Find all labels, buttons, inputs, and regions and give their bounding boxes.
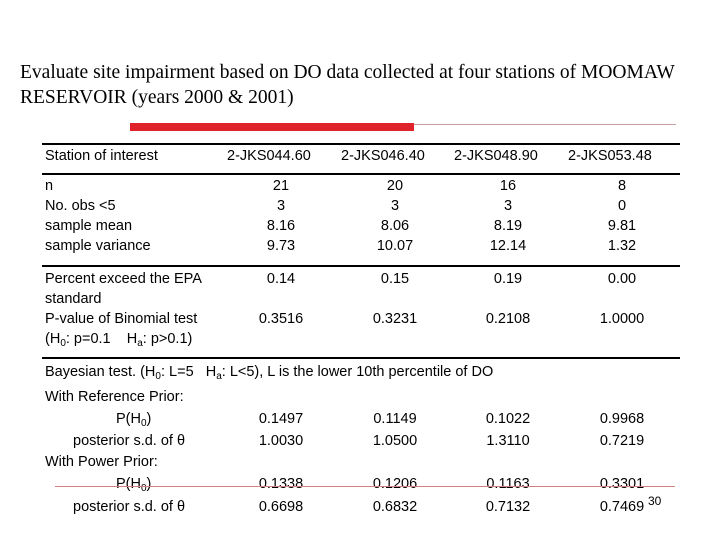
hypothesis-note: (H0: p=0.1 Ha: p>0.1) (45, 331, 193, 349)
page-number: 30 (648, 494, 662, 508)
cell: 0.3301 (599, 476, 645, 492)
cell: 0.1338 (258, 476, 304, 492)
cell: 0.00 (607, 271, 637, 287)
cell: 0.1022 (485, 411, 531, 427)
cell: 0.3231 (372, 311, 418, 327)
cell: 1.0500 (372, 433, 418, 449)
cell: 0 (617, 198, 627, 214)
row-label: sample variance (45, 238, 151, 254)
cell: 0.2108 (485, 311, 531, 327)
cell: 3 (503, 198, 513, 214)
station-header-4: 2-JKS053.48 (568, 148, 652, 164)
table-top-rule (42, 143, 680, 145)
cell: 12.14 (489, 238, 527, 254)
row-label-cont: standard (45, 291, 102, 307)
power-prior-label: With Power Prior: (45, 454, 158, 470)
row-label: No. obs <5 (45, 198, 116, 214)
header-rule (42, 173, 680, 175)
footer-line (55, 486, 675, 487)
cell: 0.7132 (485, 499, 531, 515)
cell: 0.3516 (258, 311, 304, 327)
cell: 0.9968 (599, 411, 645, 427)
cell: 0.6698 (258, 499, 304, 515)
accent-bar (130, 123, 414, 131)
cell: 0.7219 (599, 433, 645, 449)
station-header-3: 2-JKS048.90 (454, 148, 538, 164)
header-label: Station of interest (45, 148, 158, 164)
cell: 10.07 (376, 238, 414, 254)
cell: 0.14 (266, 271, 296, 287)
cell: 16 (499, 178, 517, 194)
cell: 8.06 (380, 218, 410, 234)
cell: 0.1149 (373, 411, 417, 427)
cell: 9.81 (607, 218, 637, 234)
row-label: n (45, 178, 54, 194)
cell: 1.3110 (486, 433, 530, 449)
row-label: sample mean (45, 218, 133, 234)
cell: 3 (390, 198, 400, 214)
row-label: posterior s.d. of θ (73, 433, 186, 449)
cell: 8.16 (266, 218, 296, 234)
cell: 9.73 (266, 238, 296, 254)
station-header-2: 2-JKS046.40 (341, 148, 425, 164)
row-label: Percent exceed the EPA (45, 271, 202, 287)
reference-prior-label: With Reference Prior: (45, 389, 184, 405)
row-label: posterior s.d. of θ (73, 499, 186, 515)
row-label: P(H0) (116, 476, 152, 494)
accent-line (414, 124, 676, 125)
cell: 20 (386, 178, 404, 194)
cell: 8.19 (493, 218, 523, 234)
cell: 0.1206 (372, 476, 418, 492)
cell: 1.0000 (599, 311, 645, 327)
bayesian-heading: Bayesian test. (H0: L=5 Ha: L<5), L is t… (45, 364, 494, 382)
cell: 0.1497 (258, 411, 304, 427)
slide-title: Evaluate site impairment based on DO dat… (20, 62, 675, 108)
cell: 0.6832 (372, 499, 418, 515)
cell: 1.0030 (258, 433, 304, 449)
cell: 0.7469 (599, 499, 645, 515)
block1-rule (42, 265, 680, 267)
row-label: P-value of Binomial test (45, 311, 198, 327)
block2-rule (42, 357, 680, 359)
cell: 3 (276, 198, 286, 214)
cell: 0.19 (493, 271, 523, 287)
cell: 1.32 (607, 238, 637, 254)
cell: 8 (617, 178, 627, 194)
cell: 0.15 (380, 271, 410, 287)
row-label: P(H0) (116, 411, 152, 429)
station-header-1: 2-JKS044.60 (227, 148, 311, 164)
cell: 0.1163 (486, 476, 530, 492)
cell: 21 (272, 178, 290, 194)
